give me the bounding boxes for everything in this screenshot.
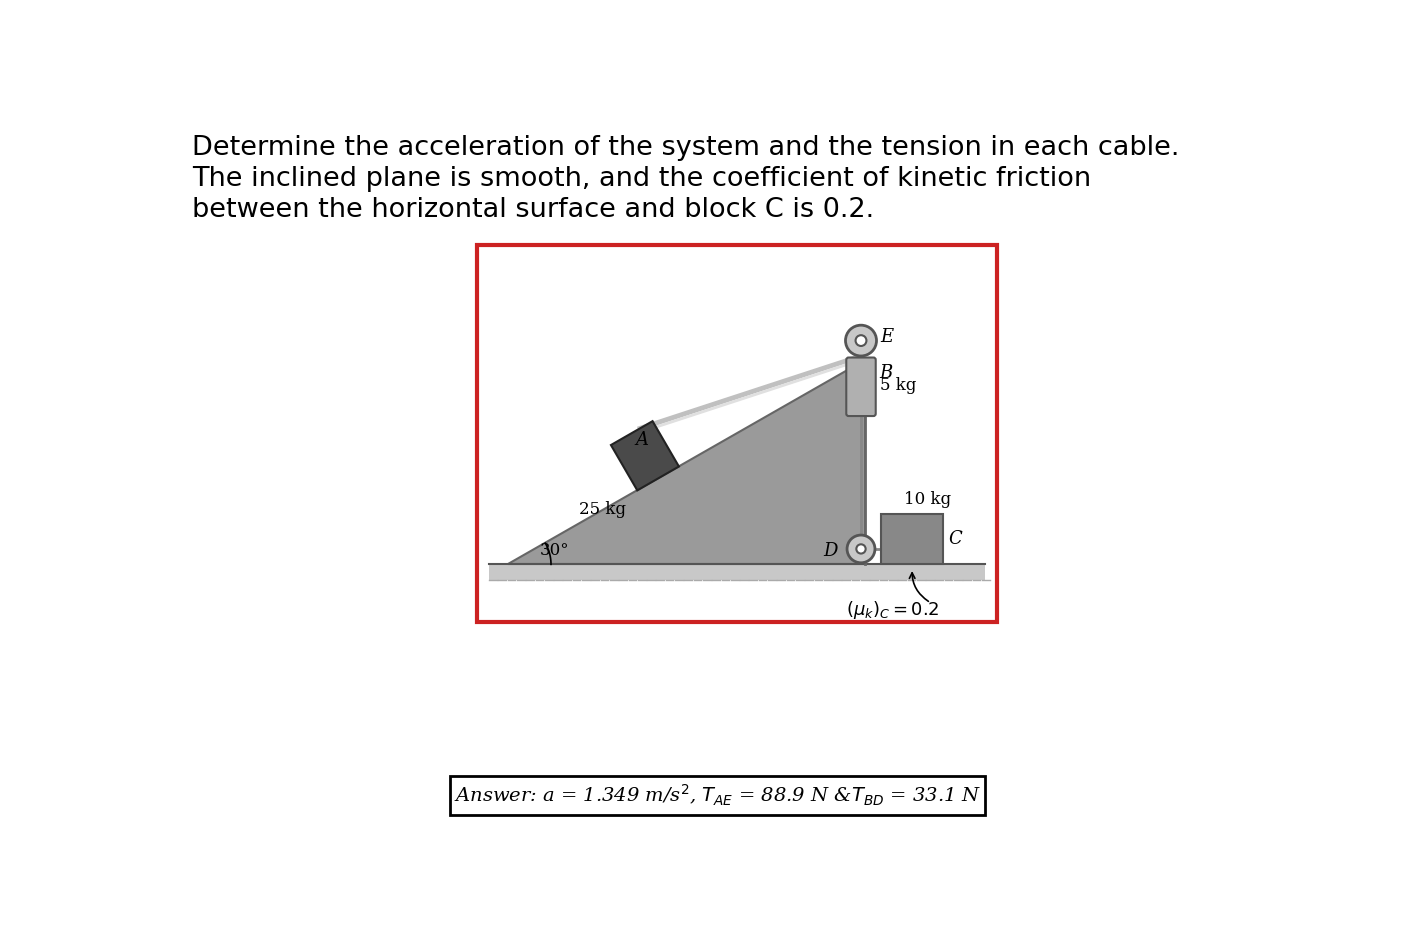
Text: 30°: 30° (539, 542, 569, 559)
Text: between the horizontal surface and block C is 0.2.: between the horizontal surface and block… (192, 197, 874, 223)
Text: D: D (824, 542, 838, 560)
Bar (881, 514, 943, 565)
Text: The inclined plane is smooth, and the coefficient of kinetic friction: The inclined plane is smooth, and the co… (192, 166, 1091, 193)
Text: A: A (636, 431, 649, 449)
Text: Determine the acceleration of the system and the tension in each cable.: Determine the acceleration of the system… (192, 136, 1180, 161)
FancyBboxPatch shape (846, 358, 876, 416)
Text: 25 kg: 25 kg (579, 501, 626, 518)
Circle shape (845, 326, 877, 356)
Circle shape (856, 335, 866, 346)
Text: 5 kg: 5 kg (880, 377, 916, 394)
Bar (478, 245, 996, 623)
Circle shape (848, 535, 876, 563)
Bar (489, 565, 985, 580)
Text: B: B (880, 363, 892, 381)
Polygon shape (611, 421, 679, 491)
Circle shape (856, 545, 866, 553)
Text: 10 kg: 10 kg (905, 492, 951, 508)
Text: $(\mu_k)_C = 0.2$: $(\mu_k)_C = 0.2$ (845, 599, 939, 621)
Text: C: C (948, 530, 961, 549)
Text: Answer: a = 1.349 m/s$^2$, $T_{AE}$ = 88.9 N &$T_{BD}$ = 33.1 N: Answer: a = 1.349 m/s$^2$, $T_{AE}$ = 88… (454, 783, 981, 808)
Polygon shape (509, 360, 864, 565)
Bar (450, 776, 985, 814)
Text: E: E (880, 327, 894, 345)
